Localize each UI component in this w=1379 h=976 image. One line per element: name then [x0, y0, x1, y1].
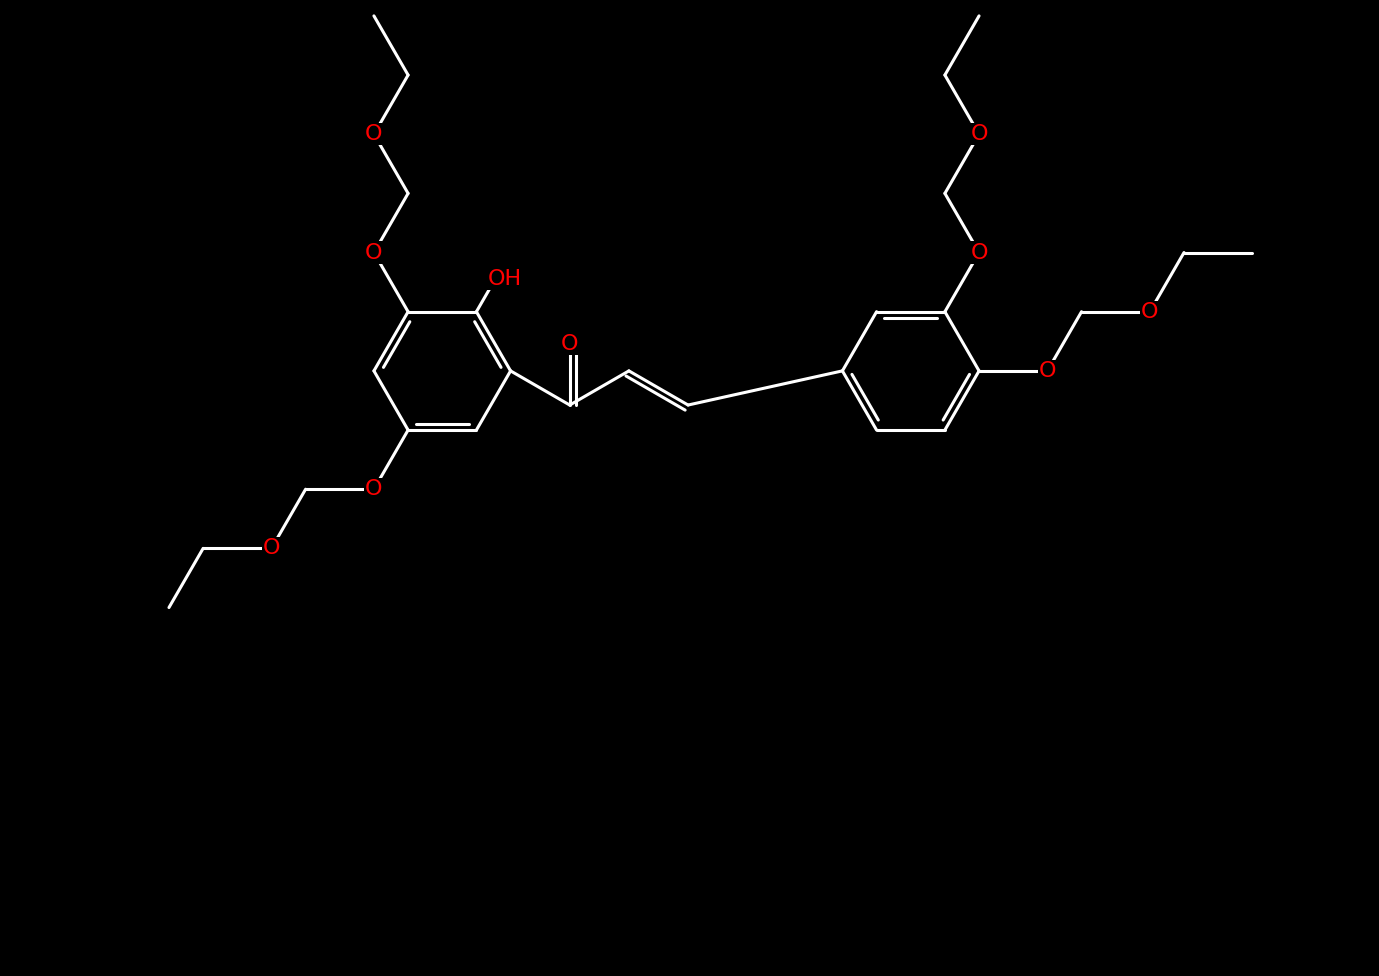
Text: O: O: [365, 243, 383, 263]
Text: O: O: [1140, 302, 1158, 322]
Text: O: O: [1038, 361, 1056, 381]
Text: O: O: [365, 479, 383, 499]
Text: O: O: [971, 243, 987, 263]
Text: O: O: [971, 124, 987, 144]
Text: O: O: [262, 539, 280, 558]
Text: O: O: [561, 334, 578, 353]
Text: OH: OH: [488, 269, 523, 289]
Text: O: O: [365, 124, 383, 144]
